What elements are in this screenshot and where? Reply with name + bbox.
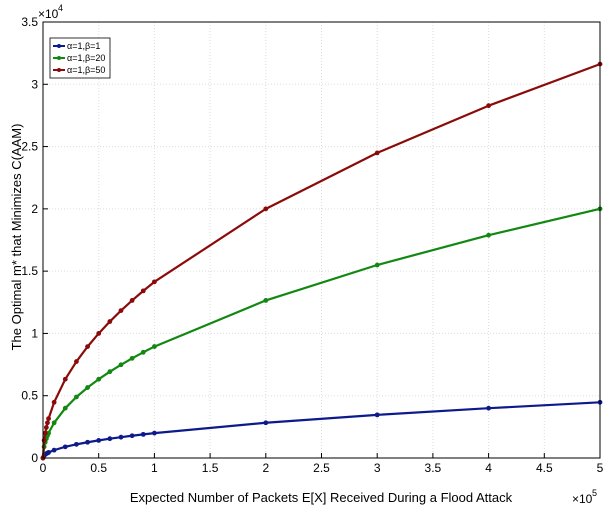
data-point [263,206,269,212]
y-tick-labels: 0 0.5 1 1.5 2 2.5 3 3.5 [21,15,48,465]
data-point [374,150,380,156]
grid [42,21,601,459]
x-tick-label: 0.5 [90,461,107,475]
y-tick-label: 2.5 [21,140,38,154]
plot-frame [42,21,601,459]
y-tick-label: 3 [31,77,38,91]
data-point [51,447,57,453]
x-tick-label: 1.5 [202,461,219,475]
data-point [152,344,157,349]
x-tick-labels: 0 0.5 1 1.5 2 2.5 3 3.5 4 4.5 5 [40,453,603,475]
data-point [62,376,68,382]
data-point [96,331,102,336]
data-point [263,420,269,426]
x-multiplier: ×10 5 [572,488,597,506]
legend-marker [57,56,61,60]
x-tick-label: 3.5 [425,461,442,475]
legend-marker [57,68,61,72]
data-point [46,430,51,436]
data-point [74,394,79,400]
data-point [43,425,49,430]
data-point [85,385,90,390]
data-point [129,355,135,361]
data-point [374,262,380,268]
data-point [486,405,491,411]
data-point [41,437,47,443]
data-point [42,430,48,436]
data-point [263,298,269,303]
data-point [51,399,57,405]
data-point [96,437,102,443]
data-point [118,308,124,314]
x-tick-label: 0 [40,461,47,475]
series-line [41,63,601,459]
data-point [152,430,157,436]
y-tick-label: 0 [31,451,38,465]
data-point [118,434,124,440]
data-point [129,298,135,303]
series-line [41,207,601,459]
x-tick-label: 2.5 [313,461,330,475]
data-point [140,288,146,294]
y-tick-label: 1.5 [21,264,38,278]
legend: α=1,β=1 α=1,β=20 α=1,β=50 [49,37,111,79]
x-axis-label: Expected Number of Packets E[X] Received… [130,490,513,505]
x-tick-label: 1 [151,461,158,475]
data-point [374,412,380,418]
x-tick-label: 2 [262,461,269,475]
legend-label: α=1,β=50 [67,65,105,75]
y-multiplier: ×10 4 [38,3,63,21]
x-tick-label: 3 [374,461,381,475]
data-point [51,420,57,426]
data-point [74,359,79,364]
y-multiplier-base: ×10 [38,7,59,21]
x-tick-label: 5 [597,461,603,475]
data-point [46,416,51,422]
data-point [107,319,113,324]
y-multiplier-exponent: 4 [58,3,63,13]
y-tick-label: 0.5 [21,389,38,403]
y-tick-label: 1 [31,326,38,340]
x-tick-label: 4 [485,461,492,475]
legend-label: α=1,β=1 [67,41,100,51]
data-point [74,441,79,447]
data-point [152,279,157,285]
data-point [140,431,146,437]
data-point [129,433,135,439]
data-point [46,450,51,455]
data-point [45,420,50,426]
data-point [62,444,68,450]
legend-marker [57,44,61,48]
data-point [140,349,146,355]
x-multiplier-base: ×10 [572,492,593,506]
x-tick-label: 4.5 [536,461,553,475]
y-axis-label: The Optimal m* that Minimizes C(AAM) [9,124,24,351]
x-multiplier-exponent: 5 [592,488,597,498]
data-point [118,362,124,368]
data-point [85,439,90,445]
series-3 [40,61,603,461]
data-point [486,103,491,109]
legend-label: α=1,β=20 [67,53,105,63]
data-point [85,344,90,350]
data-point [486,232,491,238]
data-point [96,376,102,382]
data-point [107,436,113,442]
y-tick-label: 2 [31,202,38,216]
data-point [62,405,68,411]
data-point [107,369,113,375]
y-tick-label: 3.5 [21,15,38,29]
